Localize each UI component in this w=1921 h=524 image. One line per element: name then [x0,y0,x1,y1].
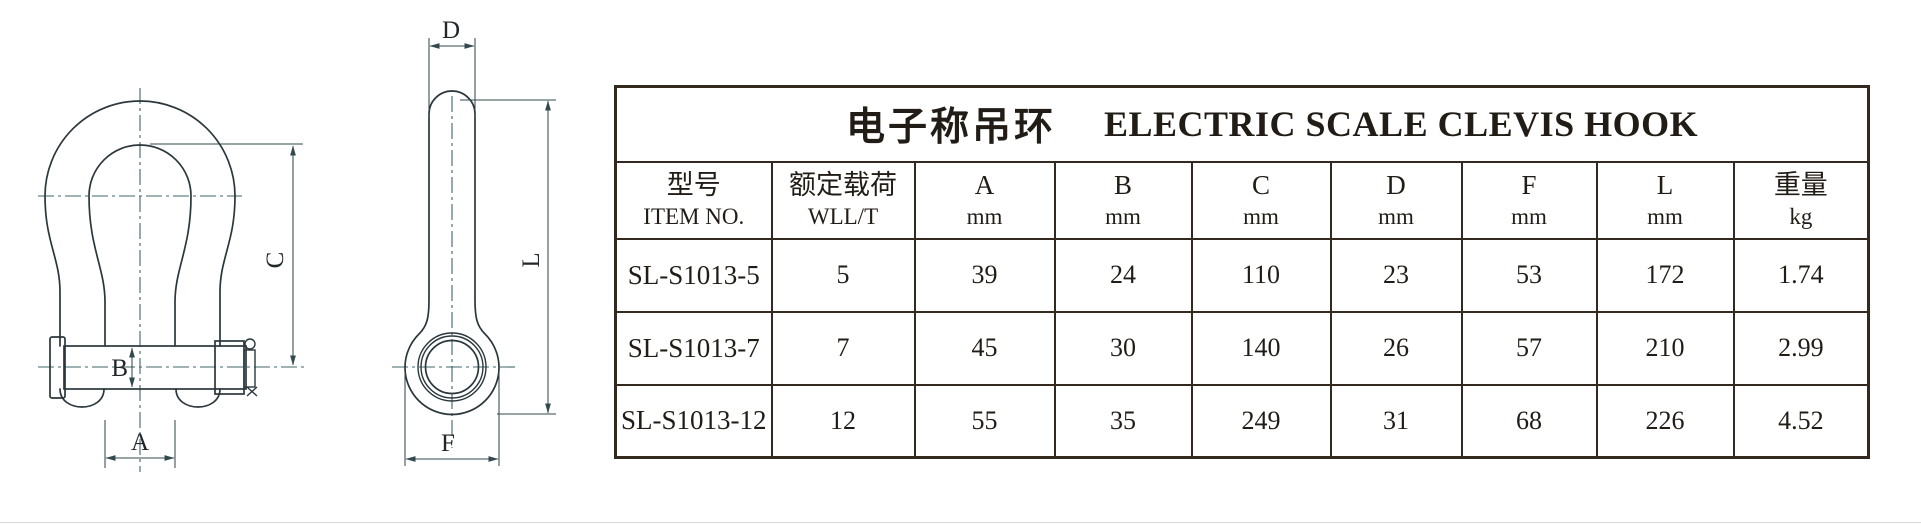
table-cell: 39 [913,237,1056,313]
col-header-weight: 重量 kg [1732,160,1870,240]
table-cell: 26 [1329,310,1463,386]
table-cell: 12 [770,383,916,459]
spec-table: 电子称吊环 ELECTRIC SCALE CLEVIS HOOK 型号 ITEM… [614,85,1871,459]
table-cell: 2.99 [1732,310,1870,386]
dim-label-d: D [442,17,460,44]
table-cell: 23 [1329,237,1463,313]
table-cell: 53 [1460,237,1598,313]
dim-label-f: F [441,430,455,457]
table-cell: 172 [1595,237,1735,313]
table-cell: 4.52 [1732,383,1870,459]
table-cell: 45 [913,310,1056,386]
table-cell: 226 [1595,383,1735,459]
table-cell: 5 [770,237,916,313]
table-header-row: 型号 ITEM NO. 额定载荷 WLL/T A mm B mm C mm D … [614,160,1870,240]
table-row: SL-S1013-5 5 39 24 110 23 53 172 1.74 [614,237,1870,313]
dim-label-l: L [518,252,545,267]
dim-label-b: B [111,355,128,382]
table-cell: 7 [770,310,916,386]
side-view-drawing: D L F [392,17,556,466]
table-title-row: 电子称吊环 ELECTRIC SCALE CLEVIS HOOK [614,85,1870,163]
col-header-item-no: 型号 ITEM NO. [614,160,773,240]
col-header-c: C mm [1190,160,1332,240]
col-header-b: B mm [1053,160,1193,240]
table-cell: 35 [1053,383,1193,459]
table-cell: 31 [1329,383,1463,459]
table-cell: 249 [1190,383,1332,459]
col-header-f: F mm [1460,160,1598,240]
table-cell: 110 [1190,237,1332,313]
col-header-d: D mm [1329,160,1463,240]
table-cell: 24 [1053,237,1193,313]
dim-label-a: A [131,429,149,456]
page-title-en: ELECTRIC SCALE CLEVIS HOOK [1103,104,1699,145]
col-header-l: L mm [1595,160,1735,240]
page-title-zh: 电子称吊环 [845,106,1056,150]
col-header-wll: 额定载荷 WLL/T [770,160,916,240]
table-cell: 57 [1460,310,1598,386]
table-cell: 30 [1053,310,1193,386]
cell-item-no: SL-S1013-12 [614,383,773,459]
table-cell: 68 [1460,383,1598,459]
dim-label-c: C [262,252,289,269]
table-row: SL-S1013-12 12 55 35 249 31 68 226 4.52 [614,383,1870,459]
table-title-cell: 电子称吊环 ELECTRIC SCALE CLEVIS HOOK [614,85,1870,163]
table-row: SL-S1013-7 7 45 30 140 26 57 210 2.99 [614,310,1870,386]
front-view-drawing: B A C [38,88,306,472]
technical-drawing: B A C D [38,17,556,472]
cell-item-no: SL-S1013-5 [614,237,773,313]
table-cell: 1.74 [1732,237,1870,313]
cell-item-no: SL-S1013-7 [614,310,773,386]
table-cell: 210 [1595,310,1735,386]
table-cell: 140 [1190,310,1332,386]
bottom-divider [0,522,1921,523]
table-cell: 55 [913,383,1056,459]
col-header-a: A mm [913,160,1056,240]
